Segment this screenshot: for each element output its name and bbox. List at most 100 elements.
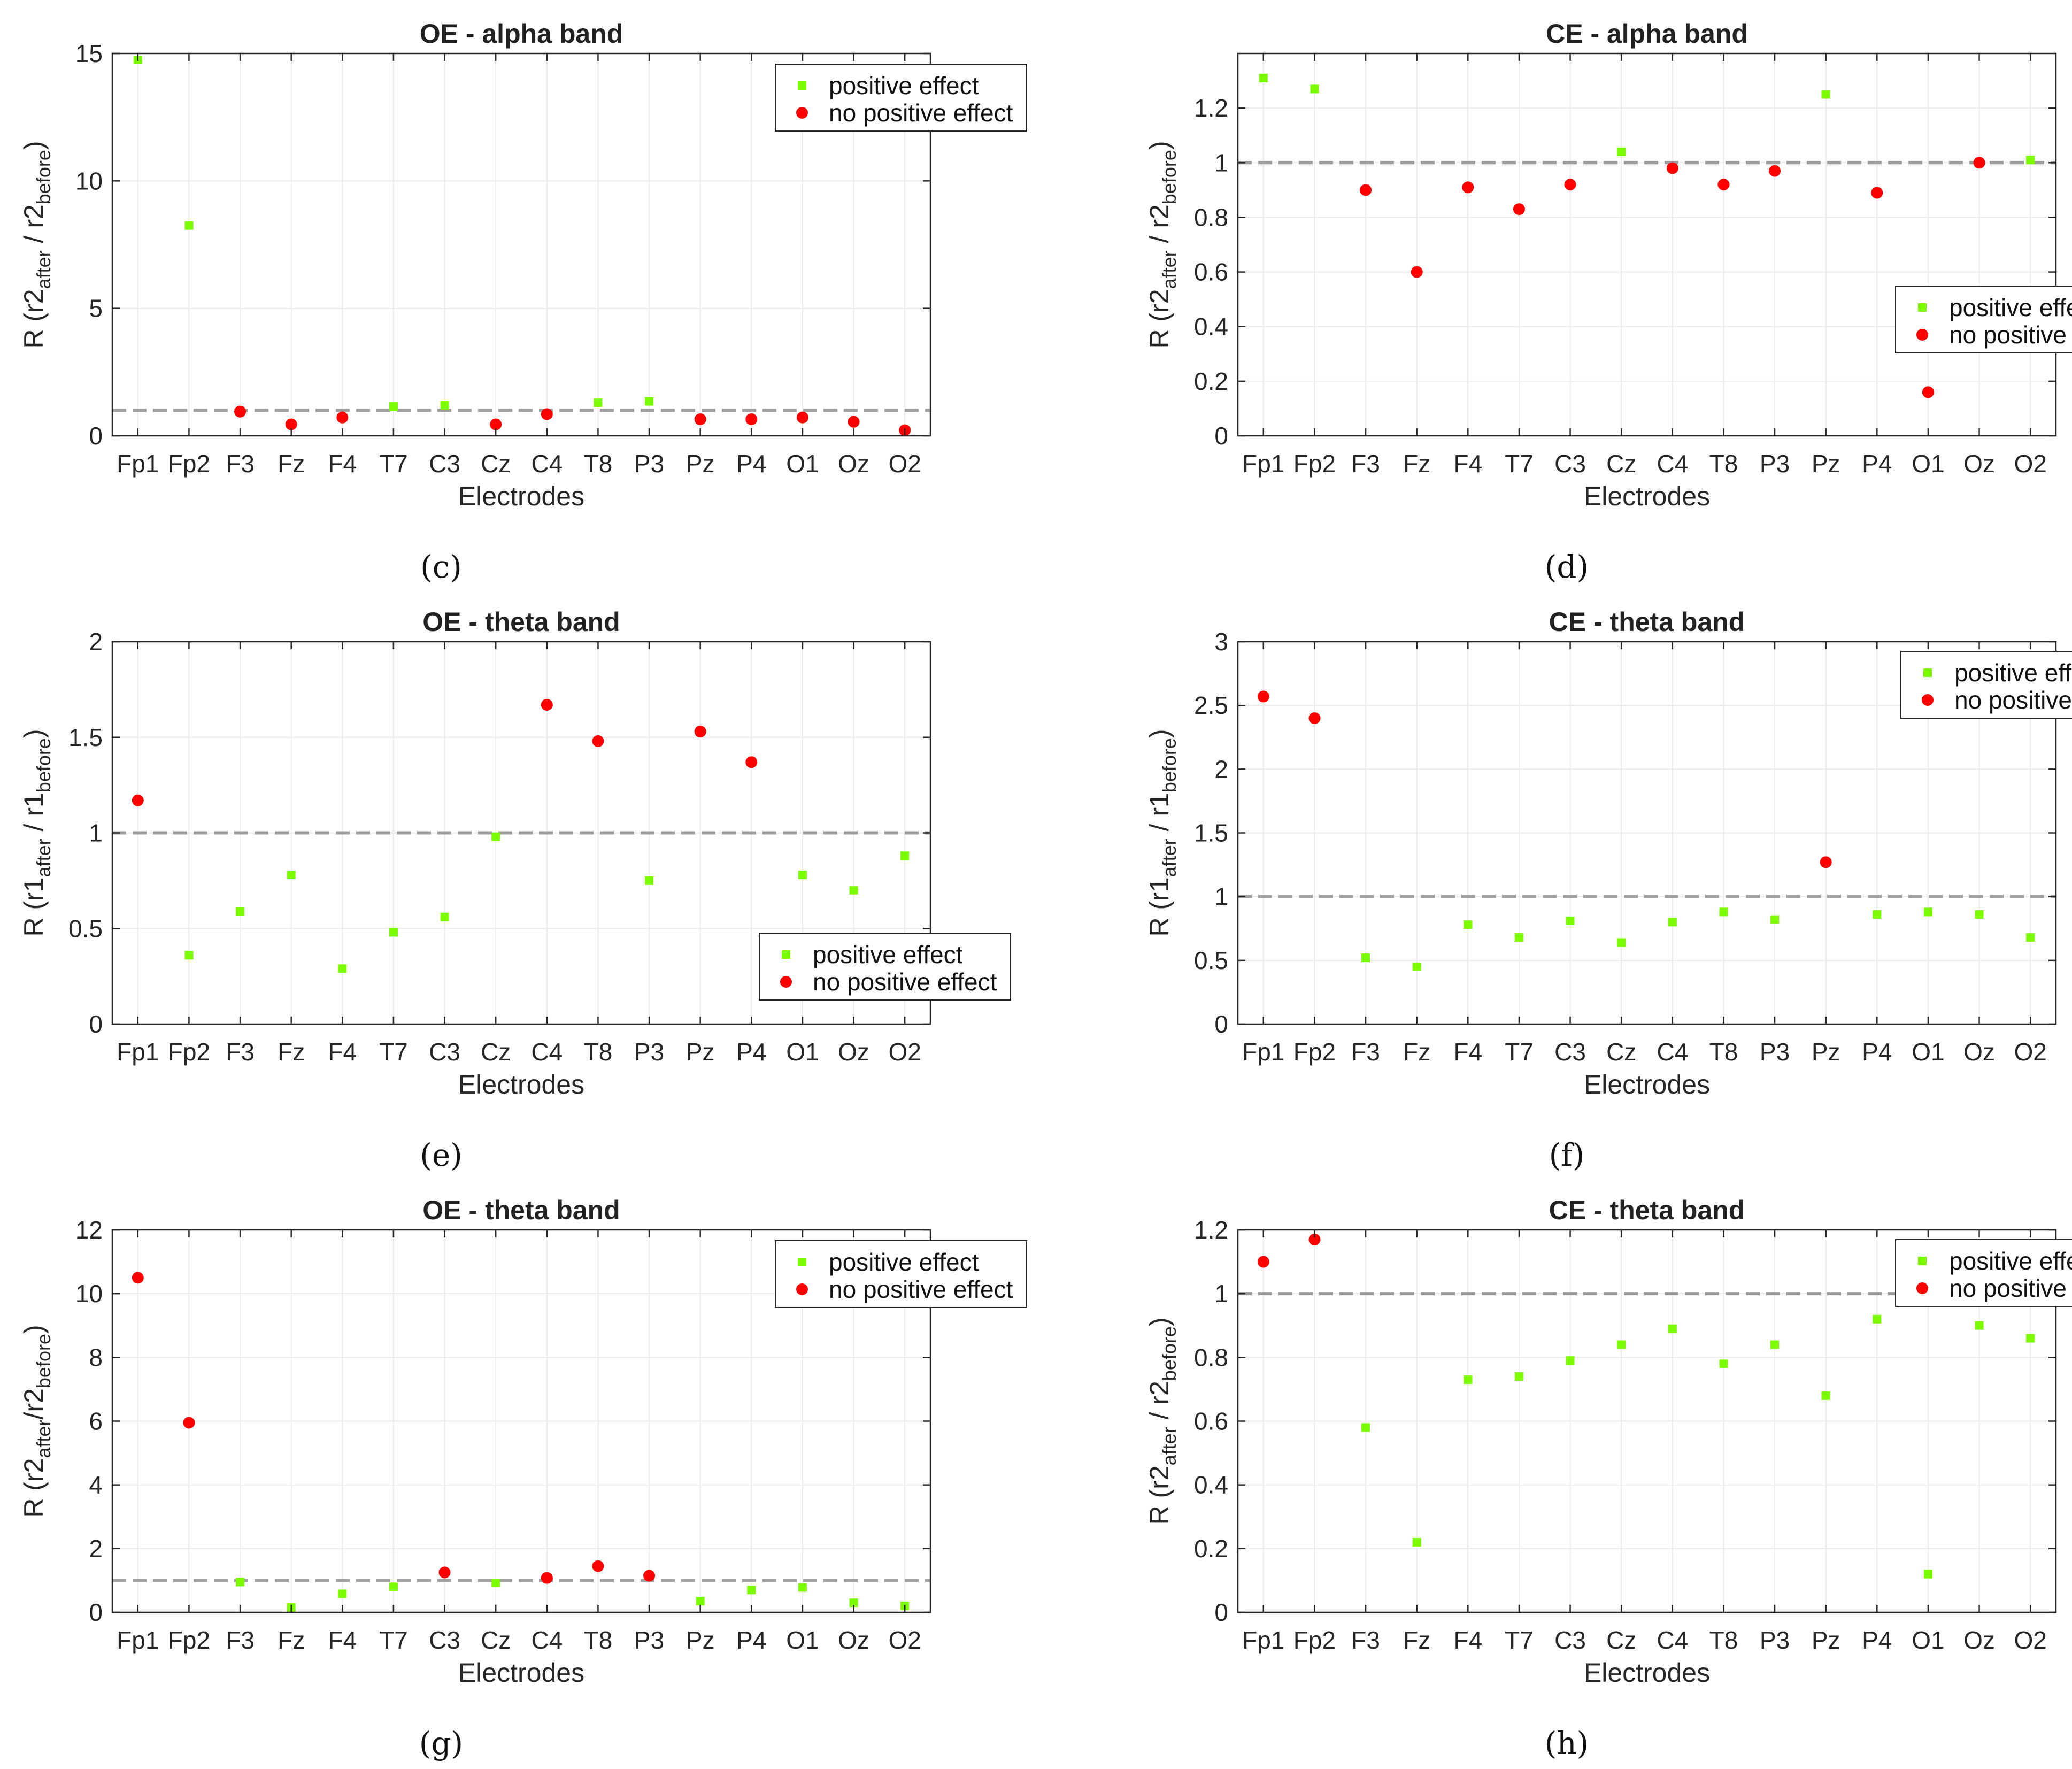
y-axis-label-part: ) — [19, 1325, 49, 1334]
data-point-positive — [1361, 953, 1370, 963]
data-point-positive — [1975, 1321, 1984, 1330]
y-axis-label-part: r2 — [19, 1388, 49, 1412]
chart-panel: 0 5 10 15 Fp1 Fp2 F3 Fz F4 T7 C3 Cz C4 T8 P3 Pz P4 O1 Oz O2… — [19, 19, 1027, 585]
data-point-positive — [1566, 1356, 1575, 1365]
y-axis-label-part: r2 — [1144, 204, 1174, 228]
x-tick-label: Cz — [1606, 450, 1636, 478]
legend-marker-positive — [798, 1258, 806, 1266]
y-axis-label-part: ) — [1144, 729, 1174, 738]
legend-marker-no-positive — [1922, 694, 1934, 706]
x-tick-label: Fp2 — [168, 450, 210, 478]
x-tick-label: T7 — [379, 1626, 408, 1654]
x-axis-label: Electrodes — [458, 1658, 584, 1688]
data-point-positive — [389, 928, 398, 937]
x-tick-label: O2 — [2014, 1626, 2047, 1654]
y-tick-label: 1.5 — [68, 724, 103, 751]
y-axis-label-part: before — [1158, 150, 1180, 204]
data-point-positive — [1668, 1324, 1677, 1333]
x-tick-label: F4 — [1453, 1038, 1482, 1066]
x-tick-label: C3 — [1554, 450, 1586, 478]
y-axis-label-part: r2 — [1144, 1465, 1174, 1489]
y-axis-label: R (r2after / r2before) — [19, 141, 55, 348]
data-point-positive — [184, 221, 194, 230]
y-tick-label: 0.4 — [1194, 313, 1228, 341]
legend-box — [775, 64, 1027, 132]
data-point-positive — [747, 1586, 756, 1595]
data-point-no-positive — [1666, 162, 1678, 174]
data-point-positive — [338, 964, 347, 973]
data-point-no-positive — [745, 756, 758, 768]
data-point-no-positive — [1462, 181, 1474, 194]
x-tick-label: C3 — [1554, 1038, 1586, 1066]
y-tick-label: 6 — [89, 1407, 103, 1435]
y-axis-label-part: r2 — [19, 1458, 49, 1482]
legend-label-positive: positive effect — [1949, 294, 2072, 321]
legend-label-no-positive: no positive effect — [813, 968, 997, 996]
x-tick-label: Pz — [686, 1038, 715, 1066]
data-point-positive — [1719, 1359, 1728, 1368]
y-axis-label-part: ) — [19, 729, 49, 738]
panel-caption: (e) — [420, 1137, 463, 1173]
data-point-positive — [1668, 918, 1677, 927]
y-tick-label: 1.2 — [1194, 94, 1228, 122]
y-tick-label: 1.2 — [1194, 1216, 1228, 1244]
chart-panel: 0 0.5 1 1.5 2 Fp1 Fp2 F3 Fz F4 T7 C3 Cz C4 T8 P3 Pz P4 O1 O… — [19, 607, 1011, 1173]
data-point-no-positive — [1257, 690, 1269, 703]
y-tick-label: 15 — [75, 40, 103, 67]
x-tick-label: Fp2 — [1293, 450, 1336, 478]
data-point-positive — [1719, 907, 1728, 917]
data-point-no-positive — [1717, 179, 1730, 191]
y-tick-label: 1 — [1214, 149, 1228, 176]
x-tick-label: Oz — [838, 1626, 869, 1654]
x-tick-label: Fz — [278, 450, 305, 478]
data-point-no-positive — [1769, 165, 1781, 177]
chart-title: CE - alpha band — [1546, 19, 1748, 49]
x-tick-label: C4 — [1657, 450, 1688, 478]
chart-title: OE - alpha band — [420, 19, 623, 49]
data-point-no-positive — [1308, 712, 1321, 724]
x-tick-label: C4 — [531, 1038, 563, 1066]
x-tick-label: O2 — [889, 1626, 921, 1654]
x-tick-label: T7 — [379, 1038, 408, 1066]
legend-label-positive: positive effect — [829, 1248, 979, 1276]
data-point-positive — [1566, 916, 1575, 925]
panel-caption: (h) — [1545, 1725, 1589, 1762]
x-tick-label: Fp2 — [1293, 1038, 1336, 1066]
axes-frame — [1237, 52, 2057, 437]
chart-panel: 0 0.2 0.4 0.6 0.8 1 1.2 Fp1 Fp2 F3 Fz F4 T7 C3 Cz C4 T8 P… — [1144, 1195, 2072, 1762]
data-point-no-positive — [796, 411, 808, 424]
x-tick-label: O1 — [786, 1038, 819, 1066]
y-tick-label: 0 — [89, 422, 103, 450]
x-tick-label: P3 — [634, 1038, 664, 1066]
legend-marker-no-positive — [780, 976, 792, 988]
x-tick-label: C3 — [429, 1038, 460, 1066]
legend-label-no-positive: no positive effect — [1949, 321, 2072, 349]
data-point-positive — [1975, 910, 1984, 919]
data-point-positive — [1873, 1314, 1882, 1324]
panel-caption: (f) — [1549, 1137, 1585, 1173]
legend-box — [759, 933, 1011, 1001]
data-point-positive — [1873, 910, 1882, 919]
y-tick-label: 1.5 — [1194, 819, 1228, 847]
data-point-positive — [1361, 1423, 1370, 1432]
y-axis-label-part: after — [33, 1419, 55, 1458]
legend-box — [775, 1240, 1027, 1308]
data-point-positive — [1770, 1340, 1780, 1349]
y-tick-label: 1 — [89, 819, 103, 847]
y-tick-label: 0.2 — [1194, 367, 1228, 395]
x-tick-label: Fp1 — [117, 450, 159, 478]
x-tick-label: Fp2 — [168, 1038, 210, 1066]
y-axis-label-part: / — [1144, 1405, 1174, 1427]
legend-marker-positive — [1918, 303, 1927, 312]
x-tick-label: Fp1 — [117, 1038, 159, 1066]
chart-title: OE - theta band — [422, 607, 620, 637]
legend-label-positive: positive effect — [1954, 659, 2072, 687]
data-point-positive — [491, 1579, 500, 1588]
data-point-positive — [1617, 1340, 1626, 1349]
x-tick-label: C4 — [1657, 1626, 1688, 1654]
y-axis-label-part: after — [33, 839, 55, 877]
